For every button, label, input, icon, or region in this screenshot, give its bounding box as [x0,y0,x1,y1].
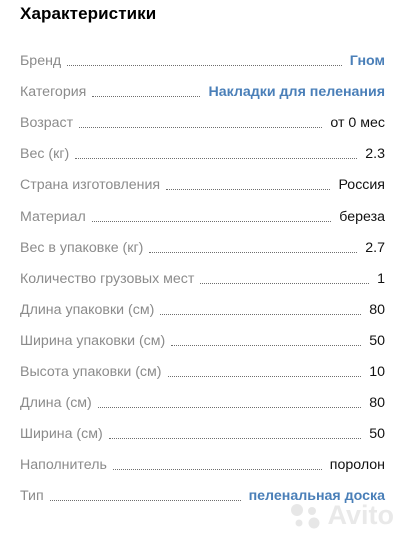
avito-logo-icon [290,503,319,528]
spec-value: поролон [329,457,385,474]
dotted-leader [167,376,362,378]
spec-label: Длина (см) [20,395,92,412]
spec-value: 80 [369,395,385,412]
brand-link[interactable]: Гном [349,53,385,70]
dotted-leader [171,344,362,346]
spec-label: Материал [20,208,86,225]
spec-value: 2.3 [365,146,385,163]
spec-value: 2.7 [365,239,385,256]
spec-row-category: Категория Накладки для пеленания [20,77,385,108]
spec-row-country: Страна изготовления Россия [20,170,385,201]
dotted-leader [92,96,201,98]
spec-list: Бренд Гном Категория Накладки для пелена… [20,46,385,512]
spec-row-package-width: Ширина упаковки (см) 50 [20,326,385,357]
dotted-leader [160,313,362,315]
dotted-leader [67,65,342,67]
spec-row-package-weight: Вес в упаковке (кг) 2.7 [20,233,385,264]
spec-row-width: Ширина (см) 50 [20,419,385,450]
spec-row-length: Длина (см) 80 [20,388,385,419]
spec-label: Длина упаковки (см) [20,301,155,318]
spec-row-type: Тип пеленальная доска [20,481,385,512]
spec-label: Тип [20,488,44,505]
spec-value: 10 [369,364,385,381]
type-link[interactable]: пеленальная доска [248,488,385,505]
spec-value: от 0 мес [330,115,385,132]
spec-label: Страна изготовления [20,177,161,194]
spec-row-brand: Бренд Гном [20,46,385,77]
spec-row-age: Возраст от 0 мес [20,108,385,139]
spec-label: Вес в упаковке (кг) [20,239,144,256]
category-link[interactable]: Накладки для пеленания [208,84,385,101]
avito-watermark: Avito [288,500,395,531]
page-title: Характеристики [20,4,157,23]
spec-label: Вес (кг) [20,146,70,163]
spec-label: Высота упаковки (см) [20,364,162,381]
spec-value: 80 [369,301,385,318]
dotted-leader [75,158,358,160]
spec-value: 50 [369,332,385,349]
spec-label: Бренд [20,53,62,70]
spec-label: Наполнитель [20,457,107,474]
dotted-leader [108,438,362,440]
dotted-leader [166,189,331,191]
spec-value: 1 [377,270,385,287]
watermark-text: Avito [327,500,395,530]
dotted-leader [79,127,323,129]
dotted-leader [200,282,370,284]
spec-label: Возраст [20,115,74,132]
dotted-leader [112,469,322,471]
spec-row-package-length: Длина упаковки (см) 80 [20,295,385,326]
spec-label: Ширина упаковки (см) [20,332,166,349]
spec-value: 50 [369,426,385,443]
dotted-leader [91,220,332,222]
spec-row-material: Материал береза [20,201,385,232]
spec-row-weight: Вес (кг) 2.3 [20,139,385,170]
spec-label: Количество грузовых мест [20,270,195,287]
dotted-leader [49,500,241,502]
spec-row-package-height: Высота упаковки (см) 10 [20,357,385,388]
spec-label: Ширина (см) [20,426,103,443]
spec-row-filler: Наполнитель поролон [20,450,385,481]
spec-value: береза [339,208,385,225]
spec-label: Категория [20,84,87,101]
dotted-leader [149,251,358,253]
spec-row-cargo-places: Количество грузовых мест 1 [20,264,385,295]
dotted-leader [97,407,362,409]
spec-value: Россия [338,177,385,194]
